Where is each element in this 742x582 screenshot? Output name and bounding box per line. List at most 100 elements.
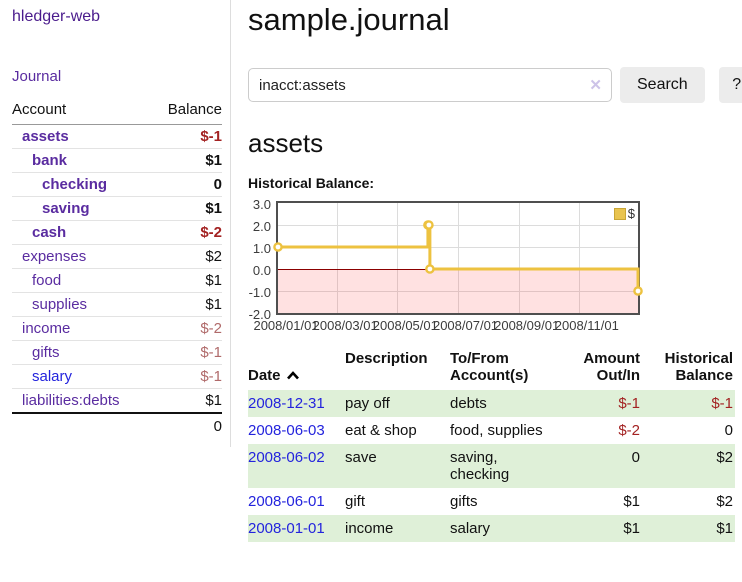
gridline	[337, 203, 339, 313]
sidebar-account-bank[interactable]: bank	[32, 152, 68, 169]
register-table: Date Description To/From Account(s) Amou…	[248, 346, 735, 542]
search-form: ✕ Search ?	[248, 67, 742, 103]
y-tick-label: 1.0	[252, 241, 271, 256]
register-col-date[interactable]: Date	[248, 346, 345, 390]
account-balance: $1	[151, 268, 222, 293]
transaction-amount: $-2	[618, 422, 640, 439]
table-row: saving $1	[12, 196, 222, 221]
transaction-description: income	[345, 520, 394, 537]
sidebar-account-assets[interactable]: assets	[22, 128, 69, 145]
sidebar-item-journal[interactable]: Journal	[12, 68, 62, 85]
gridline	[578, 203, 580, 313]
transaction-amount: $1	[623, 493, 640, 510]
table-row: salary $-1	[12, 364, 222, 389]
y-tick-label: -2.0	[248, 307, 271, 322]
transaction-accounts: gifts	[450, 493, 478, 510]
x-tick-label: 2008/01/01	[253, 318, 319, 333]
transaction-accounts: salary	[450, 520, 491, 537]
account-balance: $1	[151, 148, 222, 173]
sidebar-account-checking[interactable]: checking	[42, 176, 108, 193]
sidebar-account-expenses[interactable]: expenses	[22, 248, 87, 265]
accounts-col-account: Account	[12, 99, 152, 125]
sidebar-account-saving[interactable]: saving	[42, 200, 90, 217]
sidebar-account-salary[interactable]: salary	[32, 368, 73, 385]
x-tick-label: 2008/11/01	[554, 318, 619, 333]
transaction-amount: $-1	[618, 395, 640, 412]
clear-search-icon[interactable]: ✕	[589, 77, 602, 94]
x-tick-label: 2008/09/01	[494, 318, 560, 333]
table-row: expenses $2	[12, 244, 222, 269]
accounts-total-value: 0	[151, 412, 222, 439]
transaction-date-link[interactable]: 2008-01-01	[248, 520, 325, 537]
transaction-accounts: saving, checking	[450, 449, 510, 483]
x-tick-label: 2008/07/01	[432, 318, 499, 333]
legend-label: $	[627, 206, 635, 221]
register-row: 2008-12-31 pay off debts $-1 $-1	[248, 390, 735, 417]
search-input[interactable]	[248, 68, 612, 102]
table-row: food $1	[12, 268, 222, 293]
table-row: income $-2	[12, 316, 222, 341]
register-row: 2008-01-01 income salary $1 $1	[248, 515, 735, 542]
app-brand-link[interactable]: hledger-web	[12, 8, 101, 25]
transaction-amount: $1	[623, 520, 640, 537]
account-heading: assets	[248, 128, 324, 158]
account-balance: $1	[151, 388, 222, 413]
help-button[interactable]: ?	[718, 67, 742, 103]
sidebar-account-liabilities-debts[interactable]: liabilities:debts	[22, 392, 120, 409]
transaction-date-link[interactable]: 2008-06-02	[248, 449, 325, 466]
transaction-description: pay off	[345, 395, 390, 412]
register-col-amount: Amount Out/In	[583, 350, 640, 384]
sidebar-account-cash[interactable]: cash	[32, 224, 67, 241]
sidebar-account-food[interactable]: food	[32, 272, 62, 289]
accounts-header-row: Account Balance	[12, 99, 222, 125]
x-tick-label: 2008/03/01	[312, 318, 378, 333]
register-row: 2008-06-02 save saving, checking 0 $2	[248, 444, 735, 488]
table-row: supplies $1	[12, 292, 222, 317]
transaction-date-link[interactable]: 2008-12-31	[248, 395, 325, 412]
sidebar-account-gifts[interactable]: gifts	[32, 344, 60, 361]
account-balance: $-2	[151, 220, 222, 245]
register-col-balance: Historical Balance	[664, 350, 733, 384]
transaction-description: save	[345, 449, 377, 466]
main-content: sample.journal ✕ Search ? assets Histori…	[231, 0, 742, 542]
transaction-description: eat & shop	[345, 422, 417, 439]
gridline	[457, 203, 459, 313]
table-row: assets $-1	[12, 124, 222, 149]
gridline	[518, 203, 520, 313]
plot-area: $	[273, 201, 643, 315]
accounts-total-row: 0	[12, 412, 222, 439]
account-balance: $-1	[151, 124, 222, 149]
transaction-date-link[interactable]: 2008-06-01	[248, 493, 325, 510]
sidebar-account-income[interactable]: income	[22, 320, 71, 337]
y-tick-label: 0.0	[252, 263, 271, 278]
account-balance: $-1	[151, 340, 222, 365]
search-button[interactable]: Search	[620, 67, 705, 103]
table-row: gifts $-1	[12, 340, 222, 365]
transaction-date-link[interactable]: 2008-06-03	[248, 422, 325, 439]
table-row: checking 0	[12, 172, 222, 197]
register-row: 2008-06-01 gift gifts $1 $2	[248, 488, 735, 515]
historical-balance-chart: 3.0 2.0 1.0 0.0 -1.0 -2.0 $ 2008/01/01 2008/03…	[248, 198, 742, 333]
transaction-balance: 0	[724, 422, 733, 439]
page-title: sample.journal	[248, 2, 450, 37]
historical-balance-label: Historical Balance:	[248, 175, 375, 191]
transaction-accounts: food, supplies	[450, 422, 543, 439]
account-balance: 0	[151, 172, 222, 197]
transaction-balance: $2	[716, 449, 733, 466]
accounts-col-balance: Balance	[151, 99, 222, 125]
transaction-balance: $2	[716, 493, 733, 510]
legend-swatch-icon	[613, 207, 626, 220]
gridline	[397, 203, 399, 313]
account-balance: $-2	[151, 316, 222, 341]
chart-legend: $	[613, 206, 635, 221]
date-header-label: Date	[248, 367, 281, 384]
table-row: cash $-2	[12, 220, 222, 245]
account-balance: $2	[151, 244, 222, 269]
sidebar: hledger-web Journal Account Balance asse…	[0, 0, 231, 447]
sort-asc-icon	[286, 371, 299, 380]
x-tick-label: 2008/05/01	[372, 318, 438, 333]
sidebar-account-supplies[interactable]: supplies	[32, 296, 88, 313]
accounts-table: Account Balance assets $-1 bank $1 check…	[12, 99, 222, 439]
account-balance: $1	[151, 292, 222, 317]
register-col-accounts: To/From Account(s)	[450, 350, 529, 384]
